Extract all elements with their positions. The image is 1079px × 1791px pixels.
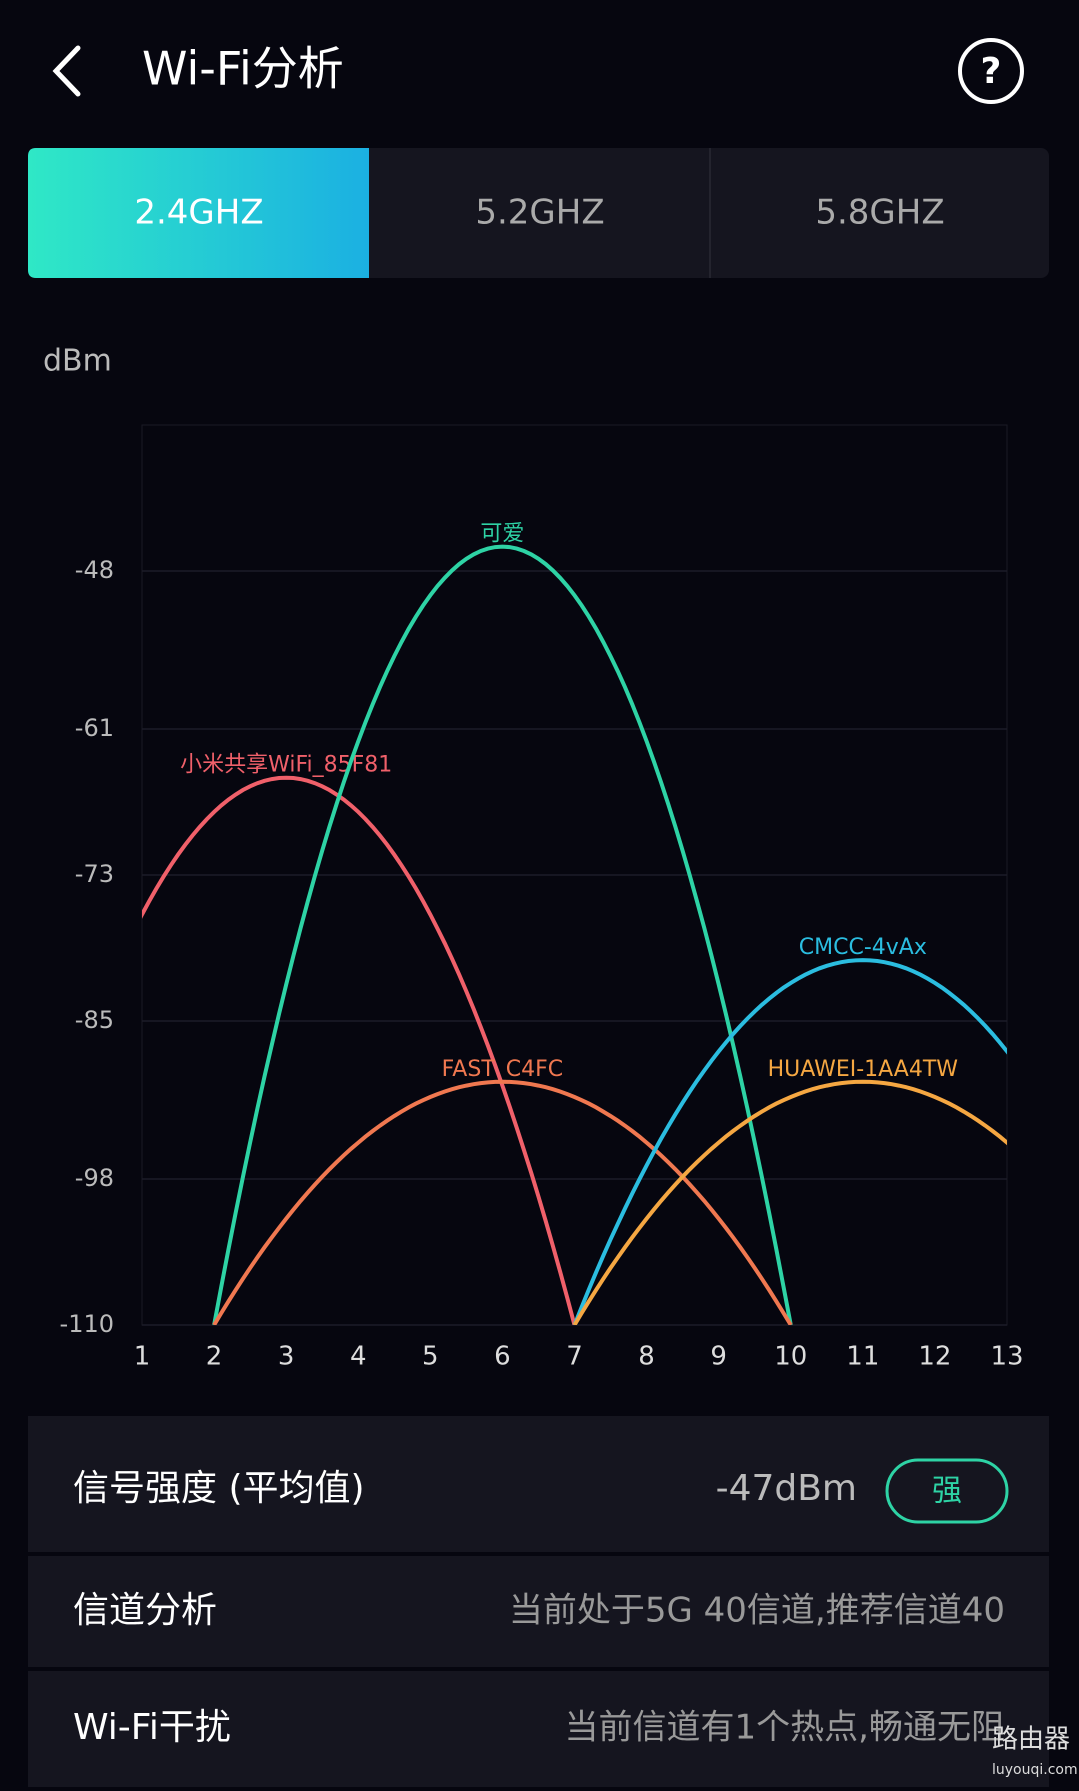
y-tick-label: -48	[75, 556, 114, 584]
row-value: 当前信道有1个热点,畅通无阻	[565, 1708, 1005, 1748]
tab[interactable]: 2.4GHZ	[134, 193, 263, 233]
x-tick-label: 6	[494, 1342, 511, 1372]
y-tick-label: -85	[75, 1006, 114, 1034]
title: Wi-Fi分析	[142, 42, 344, 96]
x-tick-label: 8	[638, 1342, 655, 1372]
x-tick-label: 3	[278, 1342, 295, 1372]
row-label: 信道分析	[73, 1590, 217, 1631]
network-label: CMCC-4vAx	[799, 935, 927, 960]
row-value: -47dBm	[716, 1468, 857, 1509]
x-tick-label: 7	[566, 1342, 583, 1372]
y-tick-label: -98	[75, 1164, 114, 1192]
row-label: Wi-Fi干扰	[73, 1707, 231, 1748]
network-label: 小米共享WiFi_85F81	[180, 753, 392, 778]
network-label: HUAWEI-1AA4TW	[768, 1057, 959, 1082]
network-label: FAST_C4FC	[442, 1057, 563, 1082]
y-axis-label: dBm	[43, 344, 112, 379]
x-tick-label: 5	[422, 1342, 439, 1372]
x-tick-label: 1	[134, 1342, 151, 1372]
x-tick-label: 13	[990, 1342, 1023, 1372]
x-tick-label: 4	[350, 1342, 367, 1372]
x-tick-label: 9	[710, 1342, 727, 1372]
x-tick-label: 10	[774, 1342, 807, 1372]
x-tick-label: 2	[206, 1342, 223, 1372]
y-tick-label: -110	[60, 1310, 114, 1338]
row-label: 信号强度 (平均值)	[73, 1468, 365, 1509]
network-label: 可爱	[480, 522, 524, 547]
badge-text: 强	[932, 1474, 962, 1509]
watermark: 路由器	[992, 1725, 1070, 1755]
tab[interactable]: 5.2GHZ	[475, 193, 604, 233]
x-tick-label: 12	[918, 1342, 951, 1372]
x-tick-label: 11	[846, 1342, 879, 1372]
y-tick-label: -73	[75, 860, 114, 888]
svg-text:?: ?	[981, 51, 1002, 92]
tab[interactable]: 5.8GHZ	[815, 193, 944, 233]
row-value: 当前处于5G 40信道,推荐信道40	[509, 1591, 1005, 1631]
y-tick-label: -61	[75, 714, 114, 742]
watermark: luyouqi.com	[992, 1762, 1078, 1778]
